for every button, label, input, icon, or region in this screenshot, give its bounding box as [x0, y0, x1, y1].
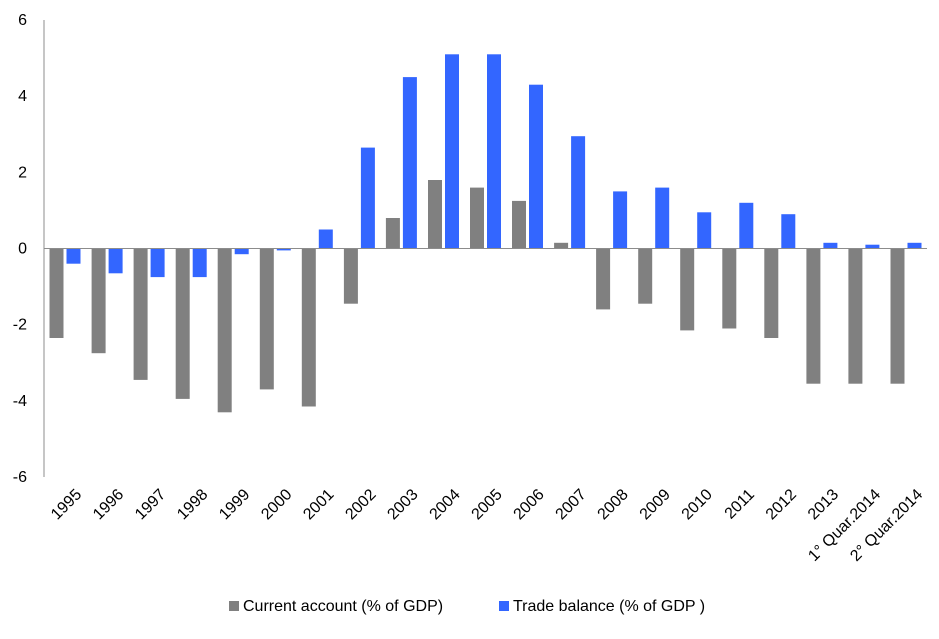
- current-account-bar: [301, 248, 316, 407]
- trade-balance-bar: [487, 54, 501, 249]
- legend-label-trade-balance: Trade balance (% of GDP ): [513, 598, 705, 615]
- trade-balance-bar: [613, 191, 628, 249]
- trade-balance-bar: [529, 84, 543, 249]
- trade-balance-bar: [697, 212, 712, 249]
- trade-balance-bar: [823, 242, 838, 249]
- x-tick-label: 2005: [468, 486, 505, 523]
- y-tick-label: -4: [13, 393, 27, 410]
- trade-balance-bar: [150, 248, 165, 278]
- current-account-bar: [343, 248, 358, 304]
- current-account-bar: [554, 242, 569, 249]
- bars-group: [49, 54, 922, 413]
- trade-balance-bar: [781, 214, 796, 249]
- current-account-bar: [722, 248, 737, 329]
- x-tick-label: 2001: [300, 486, 337, 523]
- x-tick-label: 1997: [132, 486, 169, 523]
- current-account-bar: [175, 248, 190, 399]
- trade-balance-bar: [318, 229, 333, 249]
- current-account-bar: [259, 248, 274, 390]
- legend-label-current-account: Current account (% of GDP): [243, 598, 443, 615]
- y-tick-label: -2: [13, 317, 27, 334]
- y-axis-tick-labels: 6 4 2 0 -2 -4 -6: [13, 12, 27, 486]
- trade-balance-bar: [66, 248, 81, 264]
- x-tick-label: 2010: [679, 486, 716, 523]
- x-tick-label: 1999: [216, 486, 253, 523]
- x-tick-label: 1995: [48, 486, 85, 523]
- x-tick-label: 2009: [637, 486, 674, 523]
- current-account-bar: [764, 248, 779, 338]
- legend: Current account (% of GDP) Trade balance…: [229, 598, 705, 615]
- legend-swatch-current-account: [229, 601, 239, 611]
- current-account-bar: [428, 180, 442, 249]
- y-tick-label: 0: [18, 241, 27, 258]
- trade-balance-bar: [865, 244, 880, 249]
- trade-balance-bar: [445, 54, 459, 249]
- trade-balance-bar: [739, 202, 754, 249]
- trade-balance-bar: [402, 77, 417, 249]
- current-account-bar: [680, 248, 695, 331]
- x-tick-label: 2007: [553, 486, 590, 523]
- trade-balance-bar: [276, 248, 291, 251]
- current-account-bar: [470, 187, 484, 249]
- x-tick-label: 1996: [90, 486, 127, 523]
- trade-balance-bar: [192, 248, 207, 278]
- x-tick-label: 2008: [595, 486, 632, 523]
- current-account-bar: [91, 248, 106, 354]
- current-account-bar: [806, 248, 821, 384]
- x-tick-label: 2013: [805, 486, 842, 523]
- y-tick-label: -6: [13, 469, 27, 486]
- current-account-bar: [848, 248, 863, 384]
- x-axis-tick-labels: 1995 1996 1997 1998 1999 2000 2001 2002 2003 2004…: [48, 486, 926, 565]
- legend-swatch-trade-balance: [499, 601, 509, 611]
- x-tick-label: 2002: [342, 486, 379, 523]
- y-tick-label: 4: [18, 88, 27, 105]
- x-tick-label: 2011: [722, 486, 758, 522]
- y-tick-label: 2: [18, 164, 27, 181]
- current-account-bar: [49, 248, 64, 338]
- current-account-bar: [638, 248, 653, 304]
- trade-balance-bar: [360, 147, 375, 249]
- x-tick-label: 2000: [258, 486, 295, 523]
- trade-balance-bar: [108, 248, 123, 274]
- trade-balance-bar: [234, 248, 249, 255]
- y-tick-label: 6: [18, 12, 27, 29]
- current-account-bar: [217, 248, 232, 413]
- x-tick-label: 2003: [384, 486, 421, 523]
- x-tick-label: 1998: [174, 486, 211, 523]
- current-account-bar: [890, 248, 905, 384]
- current-account-bar: [385, 218, 400, 249]
- current-account-bar: [596, 248, 611, 310]
- trade-balance-bar: [907, 242, 922, 249]
- x-tick-label: 2006: [510, 486, 547, 523]
- current-account-bar: [512, 200, 526, 249]
- x-tick-label: 2004: [426, 486, 463, 523]
- x-tick-label: 2012: [763, 486, 800, 523]
- trade-balance-bar: [571, 136, 586, 249]
- current-account-bar: [133, 248, 148, 380]
- trade-balance-bar: [655, 187, 670, 249]
